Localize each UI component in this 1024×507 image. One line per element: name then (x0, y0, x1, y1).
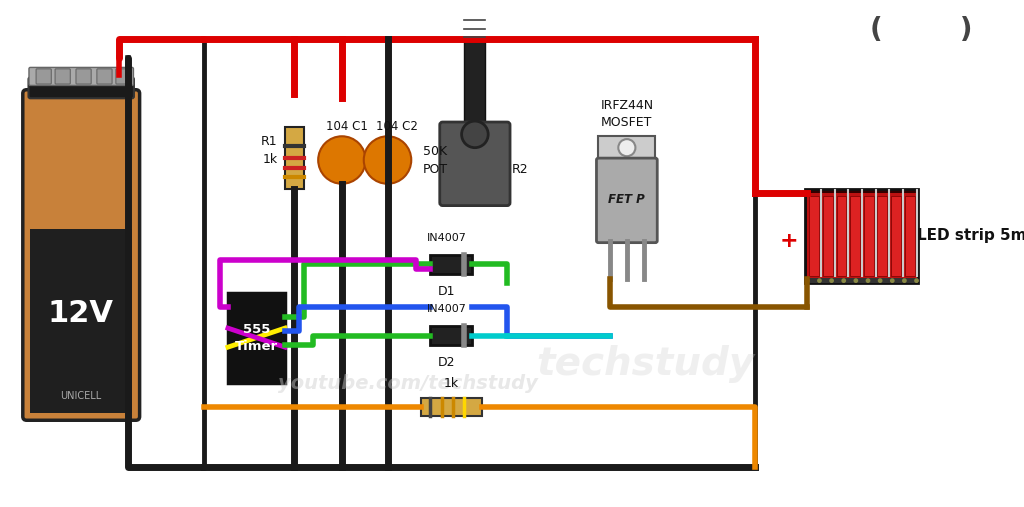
Text: IRFZ44N
MOSFET: IRFZ44N MOSFET (600, 99, 653, 129)
Text: 104 C2: 104 C2 (376, 120, 418, 133)
Bar (285, 127, 304, 189)
Bar (806, 189, 919, 283)
Bar (850, 196, 860, 276)
FancyBboxPatch shape (29, 67, 133, 86)
Text: 104 C1: 104 C1 (326, 120, 368, 133)
FancyBboxPatch shape (97, 69, 112, 84)
Text: 50K
POT: 50K POT (423, 144, 447, 175)
Text: FET P: FET P (608, 193, 645, 206)
Text: techstudy: techstudy (537, 345, 755, 383)
Text: 1k: 1k (443, 377, 459, 390)
Bar (598, 136, 655, 160)
Text: 12V: 12V (48, 299, 114, 329)
Circle shape (865, 278, 870, 283)
Bar (806, 278, 919, 283)
Bar (809, 196, 819, 276)
Text: UNICELL: UNICELL (60, 390, 101, 401)
Bar (31, 229, 132, 413)
Text: D1: D1 (437, 284, 455, 298)
FancyBboxPatch shape (29, 78, 134, 98)
Bar (465, 40, 485, 125)
Circle shape (817, 278, 822, 283)
Text: R1
1k: R1 1k (261, 135, 278, 166)
Circle shape (318, 136, 366, 184)
Bar (204, 40, 755, 467)
Circle shape (853, 278, 858, 283)
Circle shape (878, 278, 883, 283)
Text: youtube.com/techstudy: youtube.com/techstudy (279, 374, 539, 393)
Text: LED strip 5m: LED strip 5m (916, 229, 1024, 243)
Circle shape (914, 278, 919, 283)
Bar (430, 326, 472, 345)
FancyBboxPatch shape (23, 90, 139, 420)
Circle shape (829, 278, 834, 283)
Text: +: + (779, 231, 798, 251)
Text: (        ): ( ) (870, 16, 973, 44)
Bar (421, 399, 481, 416)
Text: IN4007: IN4007 (426, 233, 466, 243)
Bar (228, 293, 285, 383)
FancyBboxPatch shape (596, 158, 657, 243)
Bar (878, 196, 888, 276)
Bar (864, 196, 873, 276)
Bar (837, 196, 847, 276)
Bar (891, 196, 901, 276)
Circle shape (902, 278, 907, 283)
Circle shape (890, 278, 895, 283)
Text: R2: R2 (512, 163, 528, 176)
FancyBboxPatch shape (76, 69, 91, 84)
Text: 555
Timer: 555 Timer (234, 322, 278, 353)
FancyBboxPatch shape (116, 69, 131, 84)
Bar (823, 196, 833, 276)
Bar (807, 193, 916, 279)
FancyBboxPatch shape (36, 69, 51, 84)
Bar (430, 255, 472, 274)
Circle shape (364, 136, 412, 184)
Bar (905, 196, 914, 276)
FancyBboxPatch shape (439, 122, 510, 206)
Text: D2: D2 (437, 356, 455, 369)
Circle shape (842, 278, 846, 283)
Circle shape (462, 121, 488, 148)
FancyBboxPatch shape (55, 69, 71, 84)
Text: IN4007: IN4007 (426, 304, 466, 314)
Circle shape (618, 139, 636, 156)
Circle shape (805, 278, 810, 283)
